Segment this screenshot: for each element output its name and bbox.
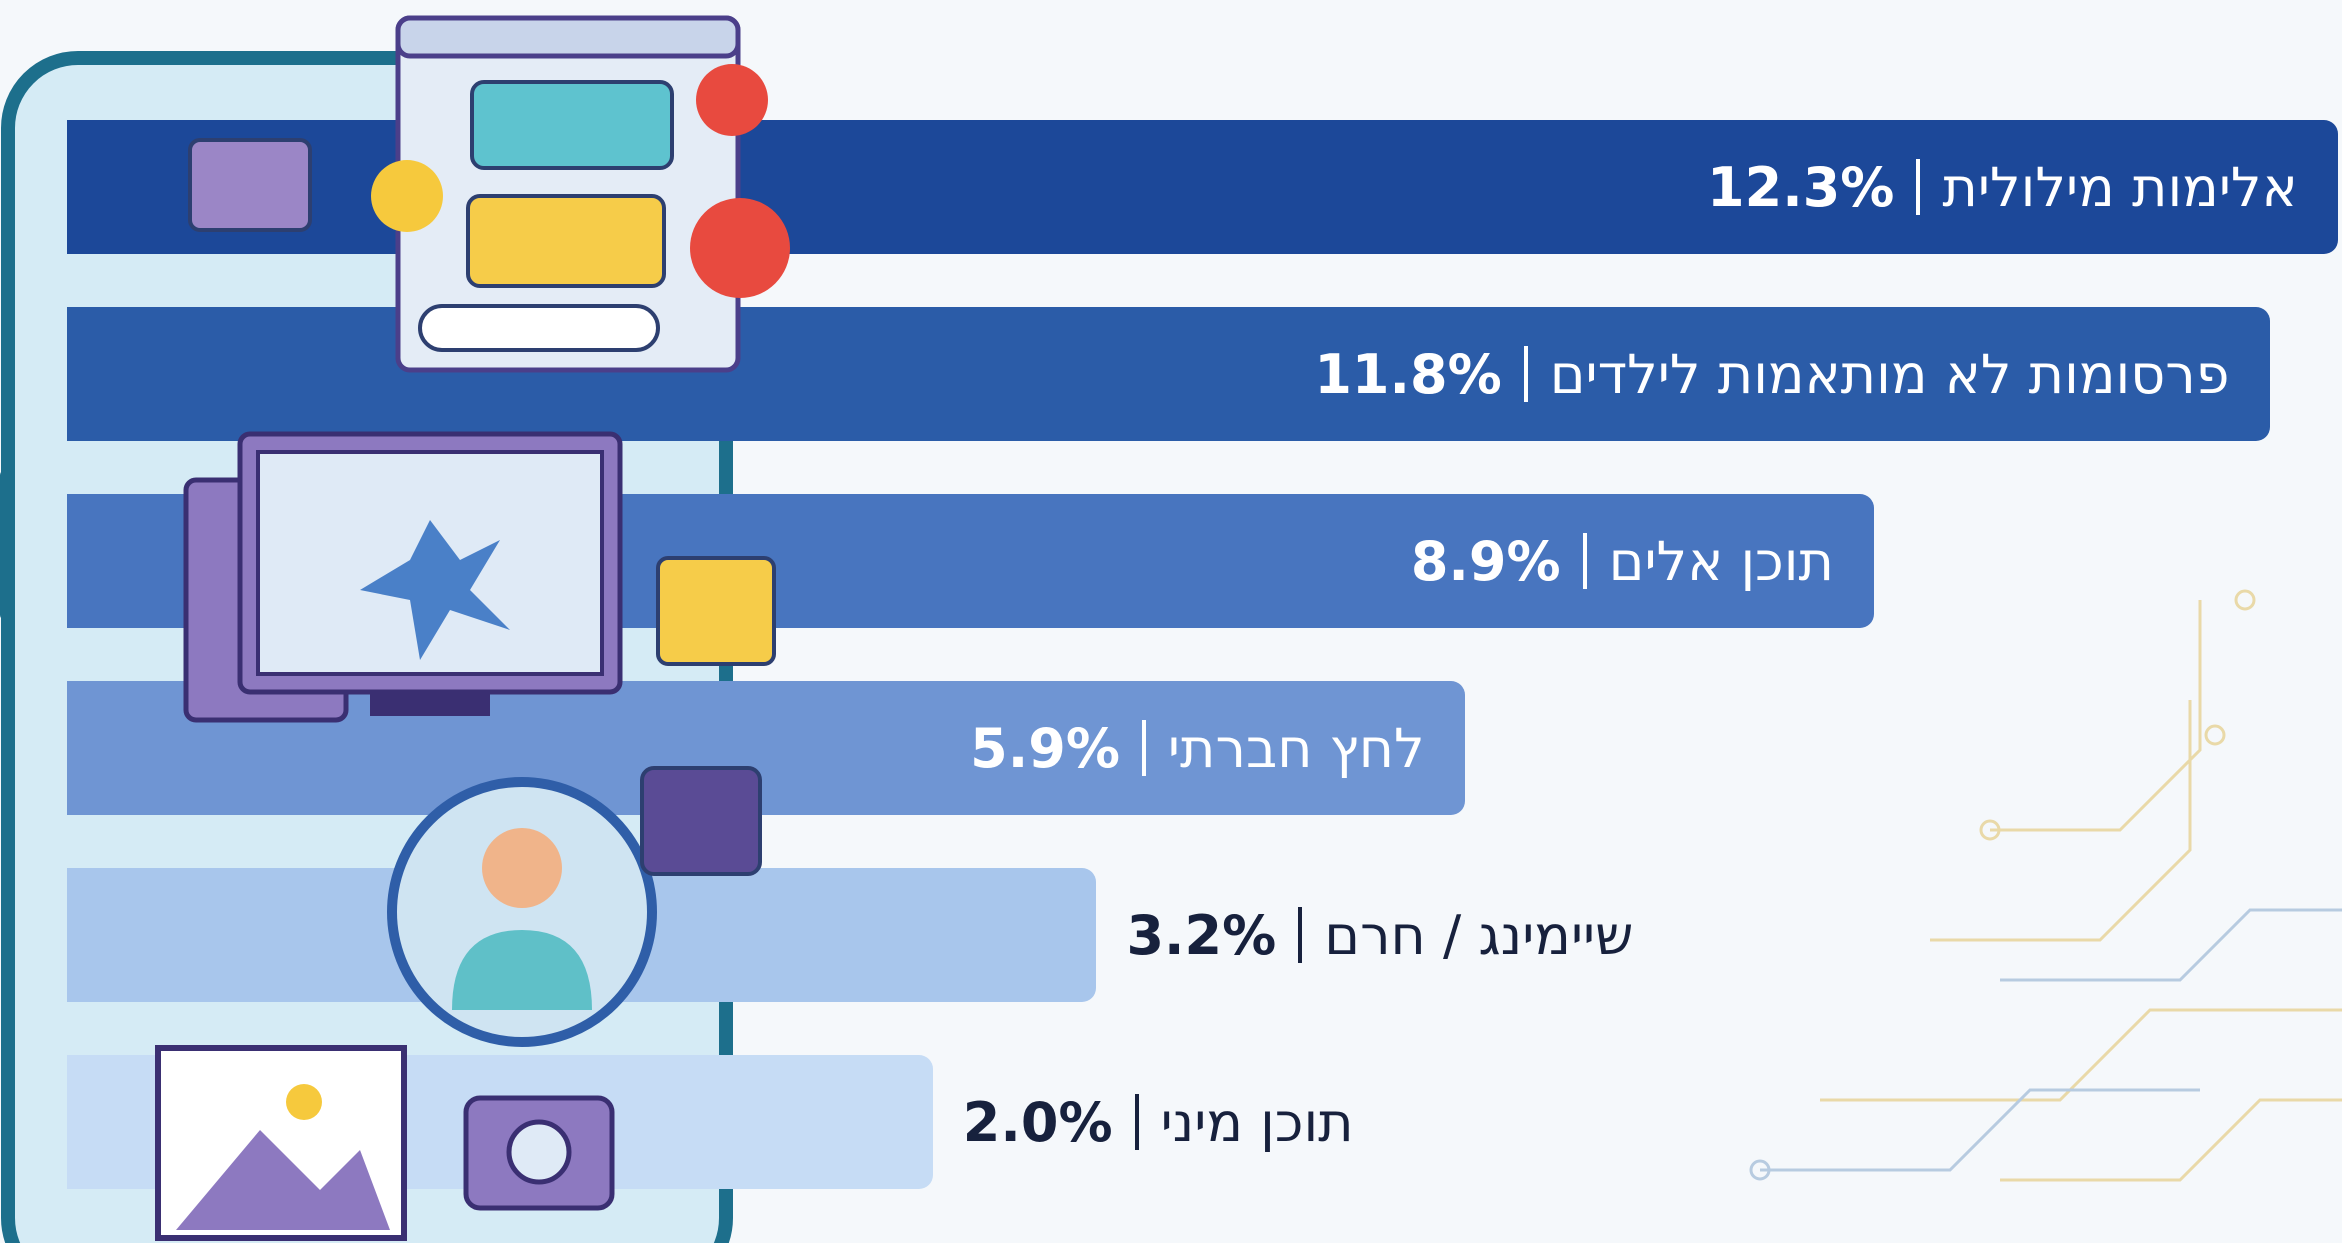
person [387,766,762,1047]
category-label: תוכן מיני [1160,1090,1354,1154]
separator [1141,720,1146,776]
bar-label: פרסומות לא מותאמות לילדים 11.8% [1314,307,2229,441]
separator [1582,533,1587,589]
value-label: 11.8% [1314,342,1502,406]
circuit-lines [1820,589,2342,1182]
value-label: 2.0% [962,1090,1113,1154]
category-label: אלימות מילולית [1942,155,2298,219]
separator [1298,907,1303,963]
phone-button [0,470,12,620]
category-label: שיימינג / חרם [1324,903,1634,967]
separator [1523,346,1528,402]
bar-label: תוכן מיני 2.0% [963,1055,1354,1189]
value-label: 3.2% [1126,903,1277,967]
circuit-lines-blue [1749,908,2342,1181]
media-icons [155,1045,615,1241]
value-label: 5.9% [970,716,1120,780]
value-label: 12.3% [1707,155,1895,219]
category-label: לחץ חברתי [1167,716,1425,780]
category-label: תוכן אלים [1608,529,1834,593]
value-label: 8.9% [1410,529,1561,593]
bar-label: לחץ חברתי 5.9% [970,681,1425,815]
separator [1916,159,1921,215]
bar-label: תוכן אלים 8.9% [1411,494,1834,628]
category-label: פרסומות לא מותאמות לילדים [1549,342,2230,406]
monitor [183,431,776,723]
separator [1134,1094,1139,1150]
bar-label: שיימינג / חרם 3.2% [1126,868,1633,1002]
chat-window [188,15,790,373]
bar-label: אלימות מילולית 12.3% [1707,120,2298,254]
